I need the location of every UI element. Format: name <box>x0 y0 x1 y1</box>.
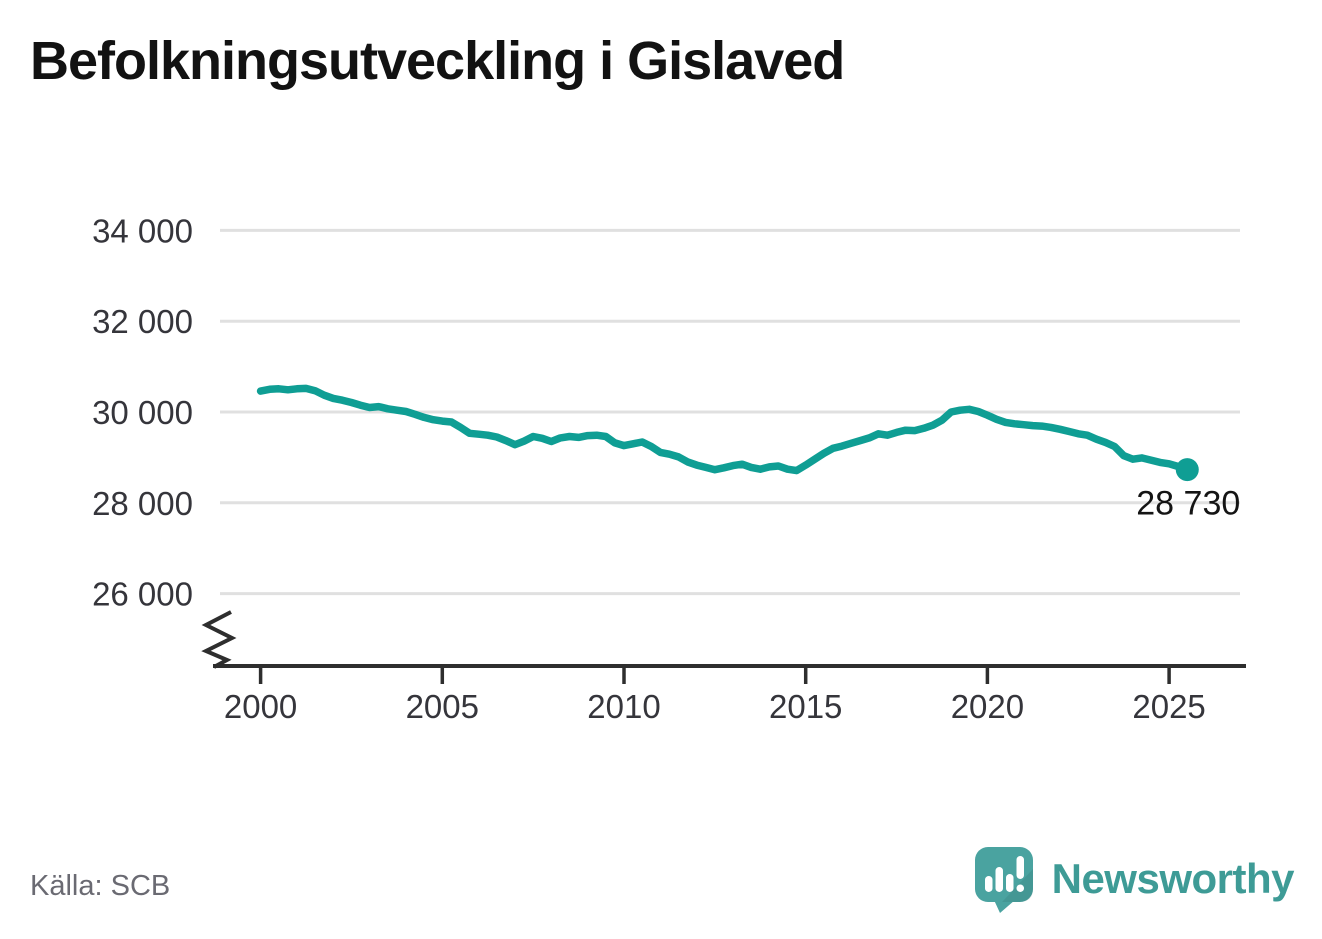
end-point-marker <box>1175 458 1199 482</box>
page-title: Befolkningsutveckling i Gislaved <box>30 31 845 91</box>
y-tick-label: 26 000 <box>92 576 193 613</box>
source-note: Källa: SCB <box>30 870 171 902</box>
logo-exclamation-dot <box>1016 884 1024 892</box>
y-tick-label: 30 000 <box>92 394 193 431</box>
logo-shade <box>1001 869 1033 902</box>
logo-bar-3 <box>1005 874 1014 892</box>
end-value-label: 28 730 <box>1136 485 1240 523</box>
x-tick-label: 2000 <box>224 688 297 725</box>
newsworthy-wordmark: Newsworthy <box>1051 855 1295 902</box>
population-line <box>256 384 1192 475</box>
logo-bar-1 <box>984 876 993 892</box>
logo-exclamation-bar <box>1016 856 1024 879</box>
logo-bubble-tail <box>993 900 1015 913</box>
y-tick-label: 34 000 <box>92 212 193 249</box>
x-tick-label: 2010 <box>587 688 660 725</box>
newsworthy-logo-icon <box>974 847 1033 913</box>
x-tick-label: 2015 <box>769 688 842 725</box>
axis-break-icon <box>201 610 237 669</box>
x-tick-label: 2020 <box>951 688 1024 725</box>
y-tick-label: 32 000 <box>92 303 193 340</box>
y-tick-label: 28 000 <box>92 485 193 522</box>
x-tick-label: 2005 <box>406 688 479 725</box>
x-tick-label: 2025 <box>1132 688 1205 725</box>
logo-bar-2 <box>995 867 1003 892</box>
newsworthy-brand: Newsworthy <box>972 845 1295 913</box>
